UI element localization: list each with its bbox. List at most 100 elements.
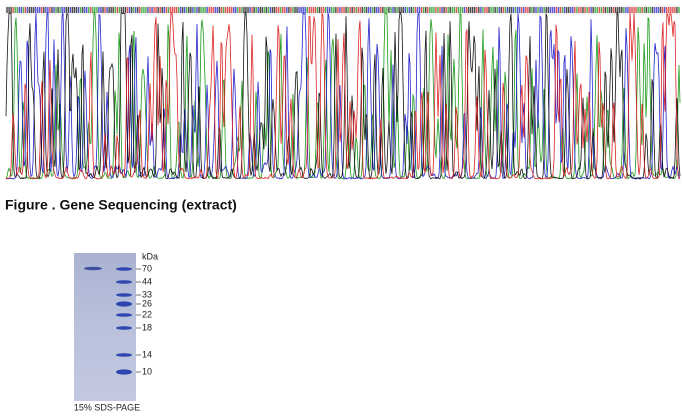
base-call bbox=[394, 7, 396, 13]
base-call bbox=[590, 7, 592, 13]
base-call bbox=[578, 7, 580, 13]
base-call bbox=[580, 7, 582, 13]
base-call bbox=[149, 7, 151, 13]
base-call bbox=[402, 7, 404, 13]
base-call bbox=[480, 7, 482, 13]
base-call bbox=[500, 7, 503, 13]
base-call bbox=[55, 7, 57, 13]
base-call bbox=[257, 7, 259, 13]
base-call bbox=[584, 7, 586, 13]
base-call bbox=[349, 7, 351, 13]
base-call bbox=[324, 7, 327, 13]
base-call bbox=[551, 7, 554, 13]
base-call bbox=[337, 7, 339, 13]
base-call bbox=[126, 7, 129, 13]
base-call bbox=[137, 7, 139, 13]
base-call bbox=[668, 7, 670, 13]
base-call bbox=[412, 7, 415, 13]
base-call bbox=[467, 7, 470, 13]
base-call bbox=[502, 7, 505, 13]
base-call bbox=[208, 7, 210, 13]
base-call bbox=[431, 7, 433, 13]
base-call bbox=[582, 7, 584, 13]
base-call bbox=[371, 7, 374, 13]
base-call bbox=[643, 7, 645, 13]
base-call bbox=[147, 7, 149, 13]
base-call bbox=[404, 7, 407, 13]
base-call bbox=[112, 7, 114, 13]
base-call bbox=[586, 7, 588, 13]
base-call bbox=[361, 7, 364, 13]
base-call bbox=[347, 7, 349, 13]
base-call bbox=[43, 7, 45, 13]
base-call bbox=[441, 7, 443, 13]
base-call bbox=[30, 7, 33, 13]
base-call bbox=[296, 7, 298, 13]
base-call bbox=[508, 7, 511, 13]
base-call bbox=[471, 7, 474, 13]
base-call bbox=[574, 7, 576, 13]
base-call bbox=[429, 7, 431, 13]
base-call bbox=[22, 7, 25, 13]
base-call bbox=[604, 7, 607, 13]
base-call bbox=[104, 7, 106, 13]
base-call bbox=[263, 7, 266, 13]
base-call bbox=[67, 7, 70, 13]
base-call bbox=[629, 7, 631, 13]
base-call bbox=[310, 7, 313, 13]
base-call bbox=[427, 7, 429, 13]
base-call bbox=[143, 7, 145, 13]
base-call bbox=[139, 7, 141, 13]
unit-label: kDa bbox=[142, 251, 158, 261]
base-call bbox=[110, 7, 112, 13]
base-call bbox=[216, 7, 219, 13]
base-call bbox=[606, 7, 609, 13]
base-call bbox=[259, 7, 261, 13]
base-call bbox=[623, 7, 625, 13]
base-call bbox=[631, 7, 633, 13]
base-call bbox=[390, 7, 392, 13]
base-call bbox=[416, 7, 419, 13]
base-call bbox=[373, 7, 376, 13]
base-call bbox=[400, 7, 402, 13]
base-call bbox=[339, 7, 341, 13]
gel-footer: 15% SDS-PAGE bbox=[74, 402, 140, 412]
base-call bbox=[128, 7, 131, 13]
trace bbox=[5, 11, 681, 180]
base-call bbox=[357, 7, 360, 13]
base-call bbox=[592, 7, 594, 13]
base-call bbox=[253, 7, 255, 13]
base-call bbox=[14, 7, 16, 13]
base-call bbox=[484, 7, 486, 13]
base-call bbox=[49, 7, 51, 13]
base-call bbox=[124, 7, 127, 13]
base-call bbox=[202, 7, 204, 13]
base-call bbox=[8, 7, 10, 13]
base-call bbox=[510, 7, 513, 13]
base-call bbox=[10, 7, 12, 13]
base-call bbox=[265, 7, 268, 13]
base-call bbox=[670, 7, 672, 13]
base-call bbox=[516, 7, 519, 13]
base-call bbox=[567, 7, 570, 13]
base-call bbox=[320, 7, 323, 13]
base-call bbox=[284, 7, 286, 13]
base-call bbox=[173, 7, 176, 13]
base-call bbox=[331, 7, 333, 13]
base-call bbox=[363, 7, 366, 13]
sequence-letters bbox=[6, 7, 680, 13]
base-call bbox=[18, 7, 20, 13]
base-call bbox=[230, 7, 233, 13]
base-call bbox=[222, 7, 225, 13]
base-call bbox=[488, 7, 490, 13]
base-call bbox=[224, 7, 227, 13]
base-call bbox=[243, 7, 245, 13]
base-call bbox=[478, 7, 480, 13]
base-call bbox=[535, 7, 537, 13]
base-call bbox=[414, 7, 417, 13]
base-call bbox=[194, 7, 196, 13]
base-call bbox=[26, 7, 29, 13]
base-call bbox=[314, 7, 317, 13]
base-call bbox=[326, 7, 329, 13]
